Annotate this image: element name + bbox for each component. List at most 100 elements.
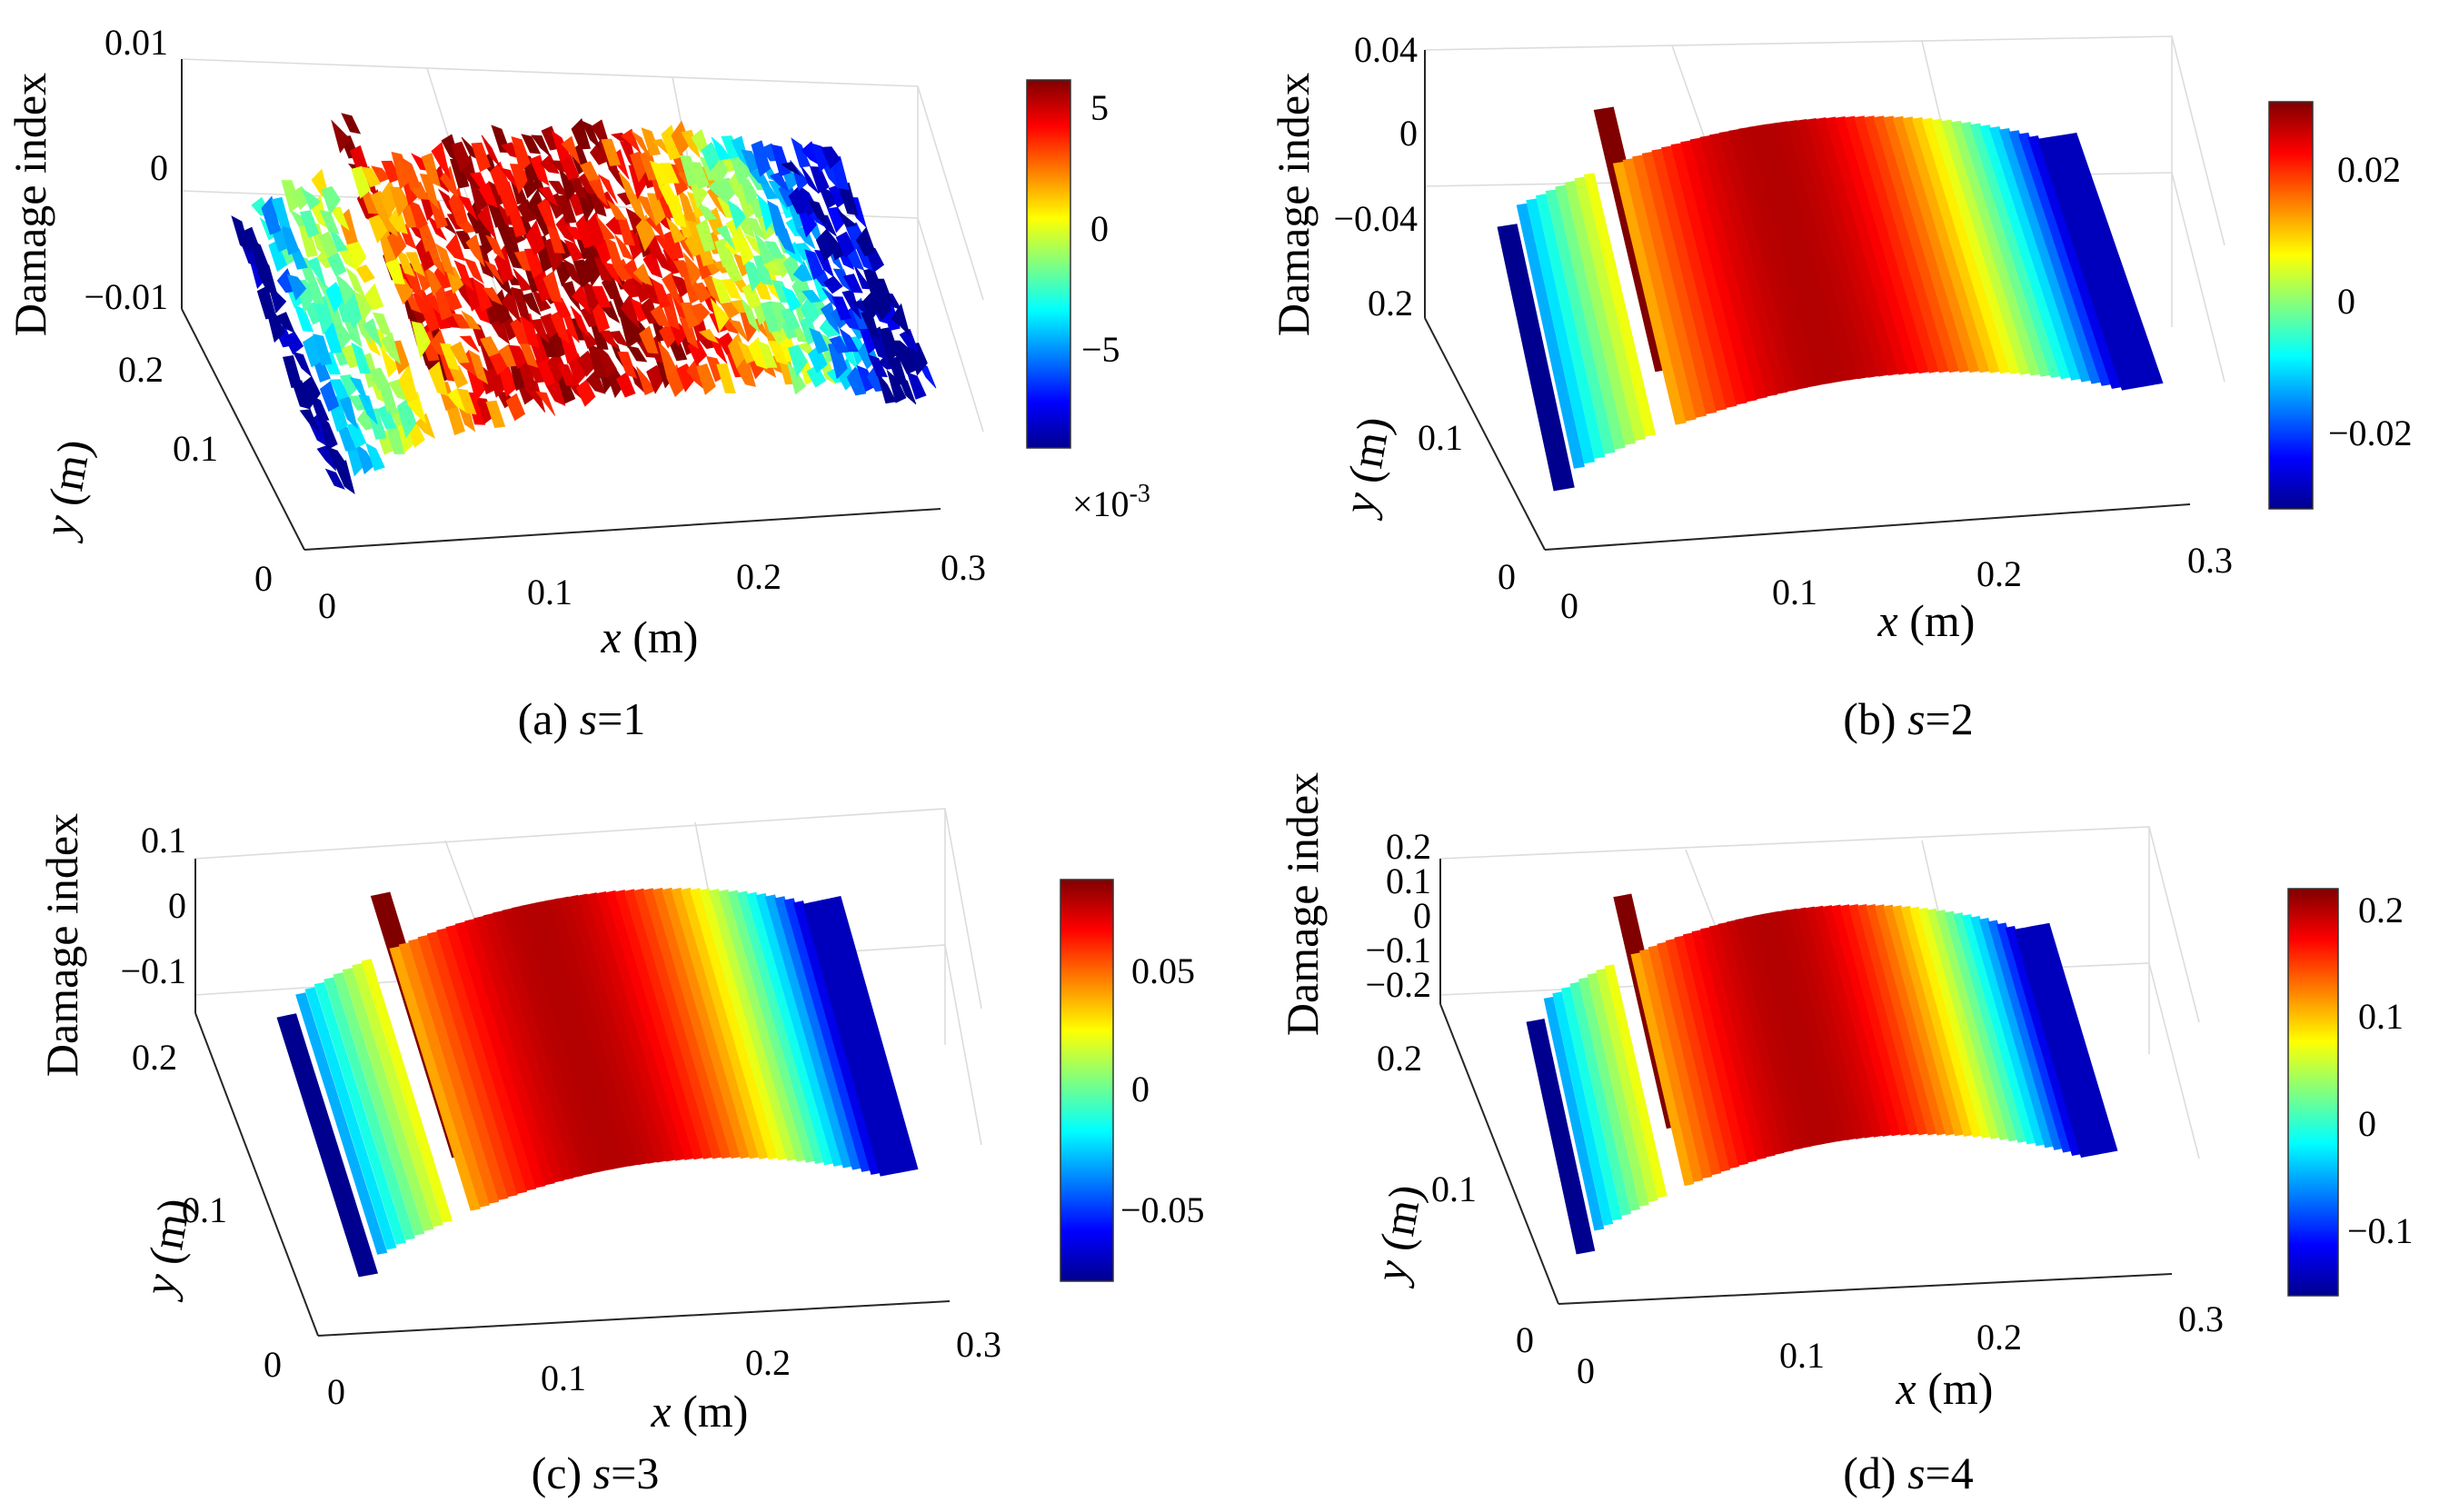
surface-cell — [597, 344, 618, 379]
surface-cell — [702, 274, 722, 305]
surface-cell — [1969, 123, 1995, 168]
surface-cell — [471, 142, 491, 173]
surface-cell — [389, 946, 413, 993]
surface-cell — [326, 446, 347, 469]
caption-d: (d) s=4 — [1843, 1447, 1973, 1498]
surface-cell — [718, 889, 742, 938]
surface-cell — [559, 154, 580, 181]
surface-cell — [292, 351, 313, 378]
surface-cell — [1815, 117, 1838, 163]
surface-cell — [665, 216, 686, 244]
surface-cell — [1648, 945, 1668, 987]
surface-cell — [1944, 910, 1966, 952]
surface-cell — [363, 283, 384, 311]
surface-cell — [1603, 106, 1625, 153]
surface-cell — [557, 363, 577, 386]
surface-cell — [2039, 922, 2062, 964]
x-tick-0: 0 — [318, 585, 336, 626]
surface-cell — [588, 174, 609, 207]
surface-cell — [652, 888, 676, 936]
z-tick-2: −0.01 — [84, 276, 168, 317]
surface-cell — [606, 199, 627, 221]
surface-cell — [2066, 133, 2092, 177]
surface-cell — [577, 350, 597, 377]
y-tick-2: 0.2 — [1377, 1038, 1422, 1079]
surface-cell — [1950, 120, 1975, 165]
surface-cell — [659, 163, 680, 184]
surface-cell — [458, 195, 478, 221]
surface-cell — [727, 890, 752, 939]
surface-cell — [388, 379, 409, 401]
surface-cell — [1839, 904, 1860, 945]
surface-cell — [605, 890, 630, 939]
surface-cell — [354, 443, 375, 475]
surface-cell — [1931, 118, 1956, 164]
surface-cell — [535, 391, 556, 416]
surface-cell — [838, 182, 859, 215]
surface-cell — [299, 210, 320, 238]
surface-cell — [1917, 907, 1939, 949]
surface-cell — [516, 199, 537, 224]
surface-cell — [1996, 922, 2017, 963]
surface-cell — [1892, 115, 1916, 162]
surface-cell — [1632, 154, 1654, 201]
surface-cell — [520, 313, 540, 349]
surface-cell — [231, 215, 252, 254]
surface-cell — [291, 185, 311, 211]
caption-a: (a) s=1 — [518, 693, 646, 744]
surface-cell — [608, 330, 629, 347]
surface-cell — [358, 394, 378, 425]
surface-cell — [650, 138, 671, 156]
surface-cell — [352, 963, 376, 1010]
surface-cell — [314, 295, 334, 335]
surface-cell — [1848, 903, 1868, 945]
surface-cell — [690, 888, 713, 936]
surface-cell — [346, 423, 367, 449]
x-tick-2: 0.2 — [736, 556, 781, 597]
surface-cell — [483, 259, 504, 285]
surface-cell — [1535, 1019, 1553, 1060]
surface-cell — [581, 120, 601, 149]
surface-cell — [632, 263, 653, 286]
surface-cell — [1883, 904, 1904, 946]
surface-cell — [1825, 116, 1848, 162]
y-tick-1: 0.2 — [1368, 283, 1413, 323]
surface-cell — [328, 227, 348, 253]
surface-cell — [321, 185, 341, 216]
surface-cell — [329, 379, 350, 401]
surface-cell — [623, 889, 648, 937]
surface-cell — [336, 425, 357, 452]
surface-cell — [696, 363, 716, 395]
surface-cell — [324, 468, 345, 490]
surface-cell — [801, 141, 821, 166]
surface-cell — [435, 243, 455, 276]
panel-c: 0.1 0 −0.1 Damage index 0 0.1 0.2 y (m) … — [36, 808, 1205, 1498]
surface-cell — [698, 329, 720, 344]
surface-cell — [411, 321, 432, 359]
surface-cell — [301, 187, 322, 211]
surface-cell — [405, 252, 426, 277]
surface-cell — [595, 215, 616, 240]
surface-cell — [755, 892, 780, 941]
surface-cell — [800, 164, 820, 194]
surface-cell — [1560, 986, 1579, 1029]
surface-cell — [339, 373, 360, 397]
surface-cell — [1621, 893, 1641, 935]
surface-cell — [1935, 910, 1956, 950]
surface-cell — [351, 342, 372, 374]
surface-cell — [716, 363, 736, 394]
surface-cell — [682, 252, 703, 287]
surface-cell — [775, 228, 796, 254]
caption-b: (b) s=2 — [1843, 693, 1973, 744]
surface-cell — [348, 395, 368, 411]
surface-cell — [548, 180, 569, 197]
surface-cell — [635, 214, 656, 253]
surface-cell — [380, 345, 400, 378]
surface-cell — [1569, 981, 1588, 1023]
surface-cell — [774, 896, 798, 944]
surface-cell — [499, 167, 520, 190]
surface-cell — [1940, 119, 1966, 164]
colorbar-tick-1: 0.1 — [2358, 996, 2404, 1037]
surface-cell — [831, 896, 854, 945]
surface-cell — [715, 224, 736, 250]
